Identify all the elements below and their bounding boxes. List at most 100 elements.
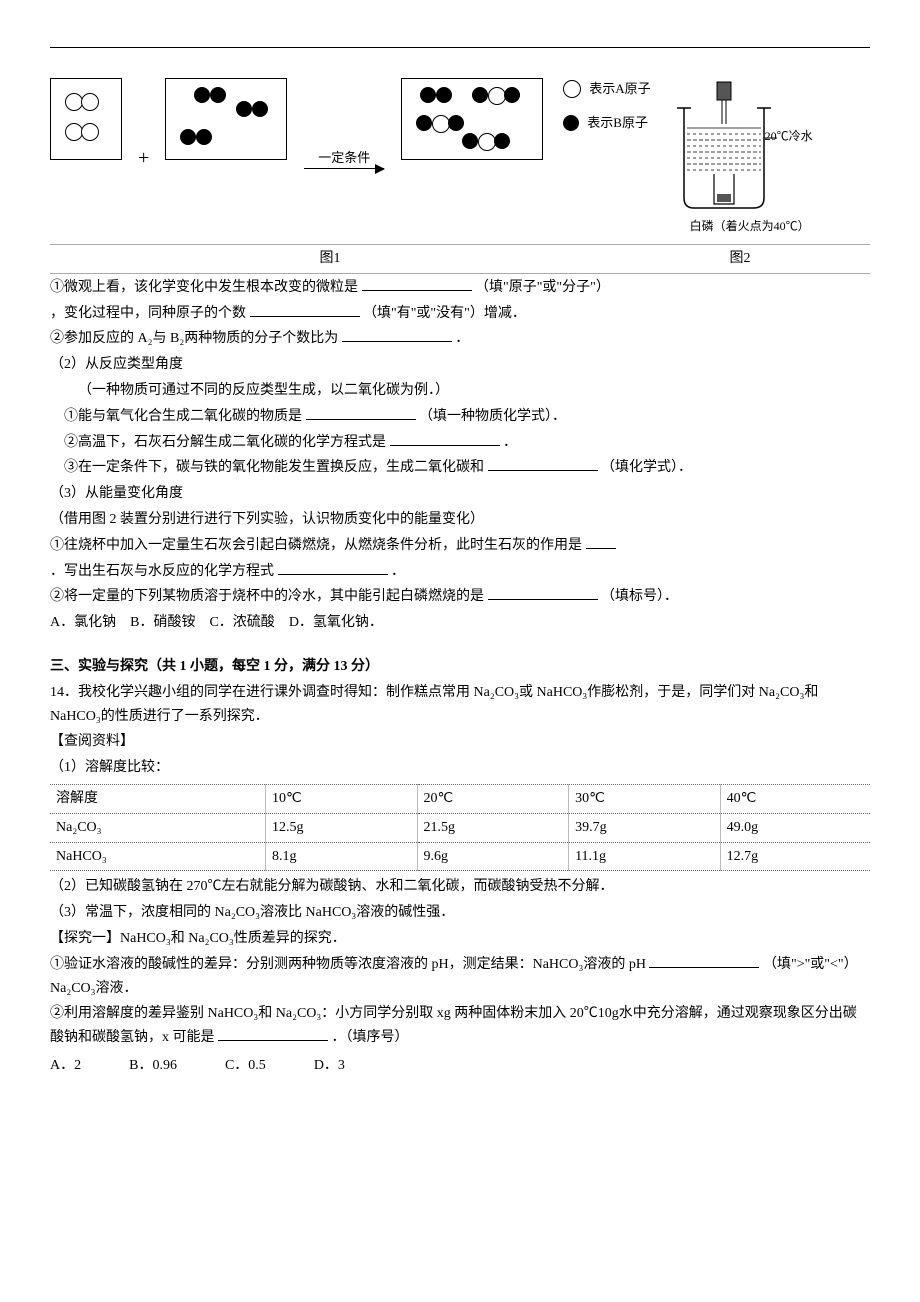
table-cell: 21.5g	[417, 813, 569, 842]
blank[interactable]	[586, 534, 616, 549]
blank[interactable]	[649, 953, 759, 968]
q14-choice-c: C．0.5	[225, 1054, 266, 1078]
q13-p12-b: ．	[391, 564, 405, 579]
figure-2-beaker: 20℃冷水 白磷（着火点为40℃）	[669, 78, 809, 238]
table-cell: 49.0g	[720, 813, 870, 842]
blank[interactable]	[488, 456, 598, 471]
product-box	[401, 78, 543, 160]
table-cell: 溶解度	[50, 784, 265, 813]
table-cell: 20℃	[417, 784, 569, 813]
table-row: Na₂CO₃ 12.5g 21.5g 39.7g 49.0g	[50, 813, 870, 842]
table-cell: 8.1g	[265, 842, 417, 871]
table-cell: Na₂CO₃	[50, 813, 265, 842]
solubility-table: 溶解度 10℃ 20℃ 30℃ 40℃ Na₂CO₃ 12.5g 21.5g 3…	[50, 784, 870, 871]
q14-lookup-title: 【查阅资料】	[50, 730, 870, 754]
blank[interactable]	[342, 327, 452, 342]
q13-p1: ①微观上看，该化学变化中发生根本改变的微粒是 （填"原子"或"分子"）	[50, 276, 870, 300]
q13-p3-a: ②参加反应的 A₂与 B₂两种物质的分子个数比为	[50, 331, 338, 346]
figures-row: + 一定条件	[50, 78, 870, 238]
q14-choices: A．2 B．0.96 C．0.5 D．3	[50, 1054, 870, 1078]
blank[interactable]	[278, 560, 388, 575]
q13-p6-b: （填一种物质化学式）．	[419, 409, 566, 424]
blank[interactable]	[390, 431, 500, 446]
figure-captions: 图1 图2	[50, 244, 870, 274]
q14-stem: 14．我校化学兴趣小组的同学在进行课外调查时得知：制作糕点常用 Na₂CO₃或 …	[50, 681, 870, 729]
q13-p7-b: ．	[503, 435, 517, 450]
q13-p7-a: ②高温下，石灰石分解生成二氧化碳的化学方程式是	[64, 435, 386, 450]
q13-p11: ①往烧杯中加入一定量生石灰会引起白磷燃烧，从燃烧条件分析，此时生石灰的作用是	[50, 534, 870, 558]
q13-p2-b: （填"有"或"没有"）增减．	[363, 306, 526, 321]
table-cell: 12.7g	[720, 842, 870, 871]
table-cell: NaHCO₃	[50, 842, 265, 871]
table-cell: 12.5g	[265, 813, 417, 842]
q13-choice-b: B．硝酸铵	[130, 615, 195, 630]
q14-choice-a: A．2	[50, 1054, 81, 1078]
q13-p7: ②高温下，石灰石分解生成二氧化碳的化学方程式是 ．	[50, 431, 870, 455]
q13-p13-a: ②将一定量的下列某物质溶于烧杯中的冷水，其中能引起白磷燃烧的是	[50, 589, 484, 604]
table-row: NaHCO₃ 8.1g 9.6g 11.1g 12.7g	[50, 842, 870, 871]
q14-inv1-p2-b: ．（填序号）	[332, 1030, 409, 1045]
top-rule	[50, 47, 870, 48]
atom-legend: 表示A原子 表示B原子	[563, 78, 650, 134]
q13-p12-a: ．写出生石灰与水反应的化学方程式	[50, 564, 274, 579]
q13-p13: ②将一定量的下列某物质溶于烧杯中的冷水，其中能引起白磷燃烧的是 （填标号）．	[50, 585, 870, 609]
q13-p8-b: （填化学式）．	[601, 460, 692, 475]
q14-choice-d: D．3	[314, 1054, 345, 1078]
q14-inv1-title: 【探究一】NaHCO₃和 Na₂CO₃性质差异的探究．	[50, 927, 870, 951]
q13-p1-a: ①微观上看，该化学变化中发生根本改变的微粒是	[50, 280, 358, 295]
figure1-caption: 图1	[50, 245, 610, 273]
q14-lookup1: （1）溶解度比较：	[50, 756, 870, 780]
plus-sign: +	[134, 141, 153, 175]
beaker-icon	[669, 78, 779, 218]
table-cell: 30℃	[569, 784, 721, 813]
q14-inv1-p1: ①验证水溶液的酸碱性的差异：分别测两种物质等浓度溶液的 pH，测定结果：NaHC…	[50, 953, 870, 1001]
beaker-temp-label: 20℃冷水	[765, 126, 813, 146]
legend-filled-icon	[563, 115, 579, 131]
table-cell: 9.6g	[417, 842, 569, 871]
q13-p8: ③在一定条件下，碳与铁的氧化物能发生置换反应，生成二氧化碳和 （填化学式）．	[50, 456, 870, 480]
legend-open-icon	[563, 80, 581, 98]
blank[interactable]	[218, 1026, 328, 1041]
q13-p2: ，变化过程中，同种原子的个数 （填"有"或"没有"）增减．	[50, 302, 870, 326]
figure2-caption: 图2	[610, 245, 870, 273]
arrow-label: 一定条件	[318, 147, 370, 169]
beaker-bottom-label: 白磷（着火点为40℃）	[665, 216, 835, 236]
q14-inv1-p1-a: ①验证水溶液的酸碱性的差异：分别测两种物质等浓度溶液的 pH，测定结果：NaHC…	[50, 957, 646, 972]
q13-p13-b: （填标号）．	[601, 589, 678, 604]
q13-p6-a: ①能与氧气化合生成二氧化碳的物质是	[64, 409, 302, 424]
q13-choice-c: C．浓硫酸	[209, 615, 274, 630]
legend-filled-label: 表示B原子	[587, 112, 648, 134]
table-cell: 39.7g	[569, 813, 721, 842]
q13-p12: ．写出生石灰与水反应的化学方程式 ．	[50, 560, 870, 584]
table-cell: 40℃	[720, 784, 870, 813]
q13-choice-d: D．氢氧化钠．	[289, 615, 383, 630]
q13-p2-a: ，变化过程中，同种原子的个数	[50, 306, 246, 321]
q13-choice-a: A．氯化钠	[50, 615, 116, 630]
q13-p8-a: ③在一定条件下，碳与铁的氧化物能发生置换反应，生成二氧化碳和	[64, 460, 484, 475]
reactant-box-b2	[165, 78, 287, 160]
table-row: 溶解度 10℃ 20℃ 30℃ 40℃	[50, 784, 870, 813]
blank[interactable]	[362, 276, 472, 291]
q14-choice-b: B．0.96	[129, 1054, 177, 1078]
q13-p10: （借用图 2 装置分别进行进行下列实验，认识物质变化中的能量变化）	[50, 508, 870, 532]
legend-open-label: 表示A原子	[589, 78, 650, 100]
q14-inv1-p2-a: ②利用溶解度的差异鉴别 NaHCO₃和 Na₂CO₃：小方同学分别取 xg 两种…	[50, 1006, 857, 1045]
section-3-title: 三、实验与探究（共 1 小题，每空 1 分，满分 13 分）	[50, 655, 870, 679]
q13-p9: （3）从能量变化角度	[50, 482, 870, 506]
blank[interactable]	[488, 585, 598, 600]
blank[interactable]	[306, 405, 416, 420]
reaction-arrow: 一定条件	[299, 147, 389, 168]
blank[interactable]	[250, 302, 360, 317]
q13-p4: （2）从反应类型角度	[50, 353, 870, 377]
q13-p1-b: （填"原子"或"分子"）	[475, 280, 610, 295]
table-cell: 10℃	[265, 784, 417, 813]
q14-lookup3: （3）常温下，浓度相同的 Na₂CO₃溶液比 NaHCO₃溶液的碱性强．	[50, 901, 870, 925]
q13-p11-a: ①往烧杯中加入一定量生石灰会引起白磷燃烧，从燃烧条件分析，此时生石灰的作用是	[50, 538, 582, 553]
q13-choices: A．氯化钠 B．硝酸铵 C．浓硫酸 D．氢氧化钠．	[50, 611, 870, 635]
q13-p6: ①能与氧气化合生成二氧化碳的物质是 （填一种物质化学式）．	[50, 405, 870, 429]
q14-lookup2: （2）已知碳酸氢钠在 270℃左右就能分解为碳酸钠、水和二氧化碳，而碳酸钠受热不…	[50, 875, 870, 899]
reactant-box-a2	[50, 78, 122, 160]
q13-p3: ②参加反应的 A₂与 B₂两种物质的分子个数比为 ．	[50, 327, 870, 351]
q14-inv1-p2: ②利用溶解度的差异鉴别 NaHCO₃和 Na₂CO₃：小方同学分别取 xg 两种…	[50, 1002, 870, 1050]
q13-p3-b: ．	[455, 331, 469, 346]
